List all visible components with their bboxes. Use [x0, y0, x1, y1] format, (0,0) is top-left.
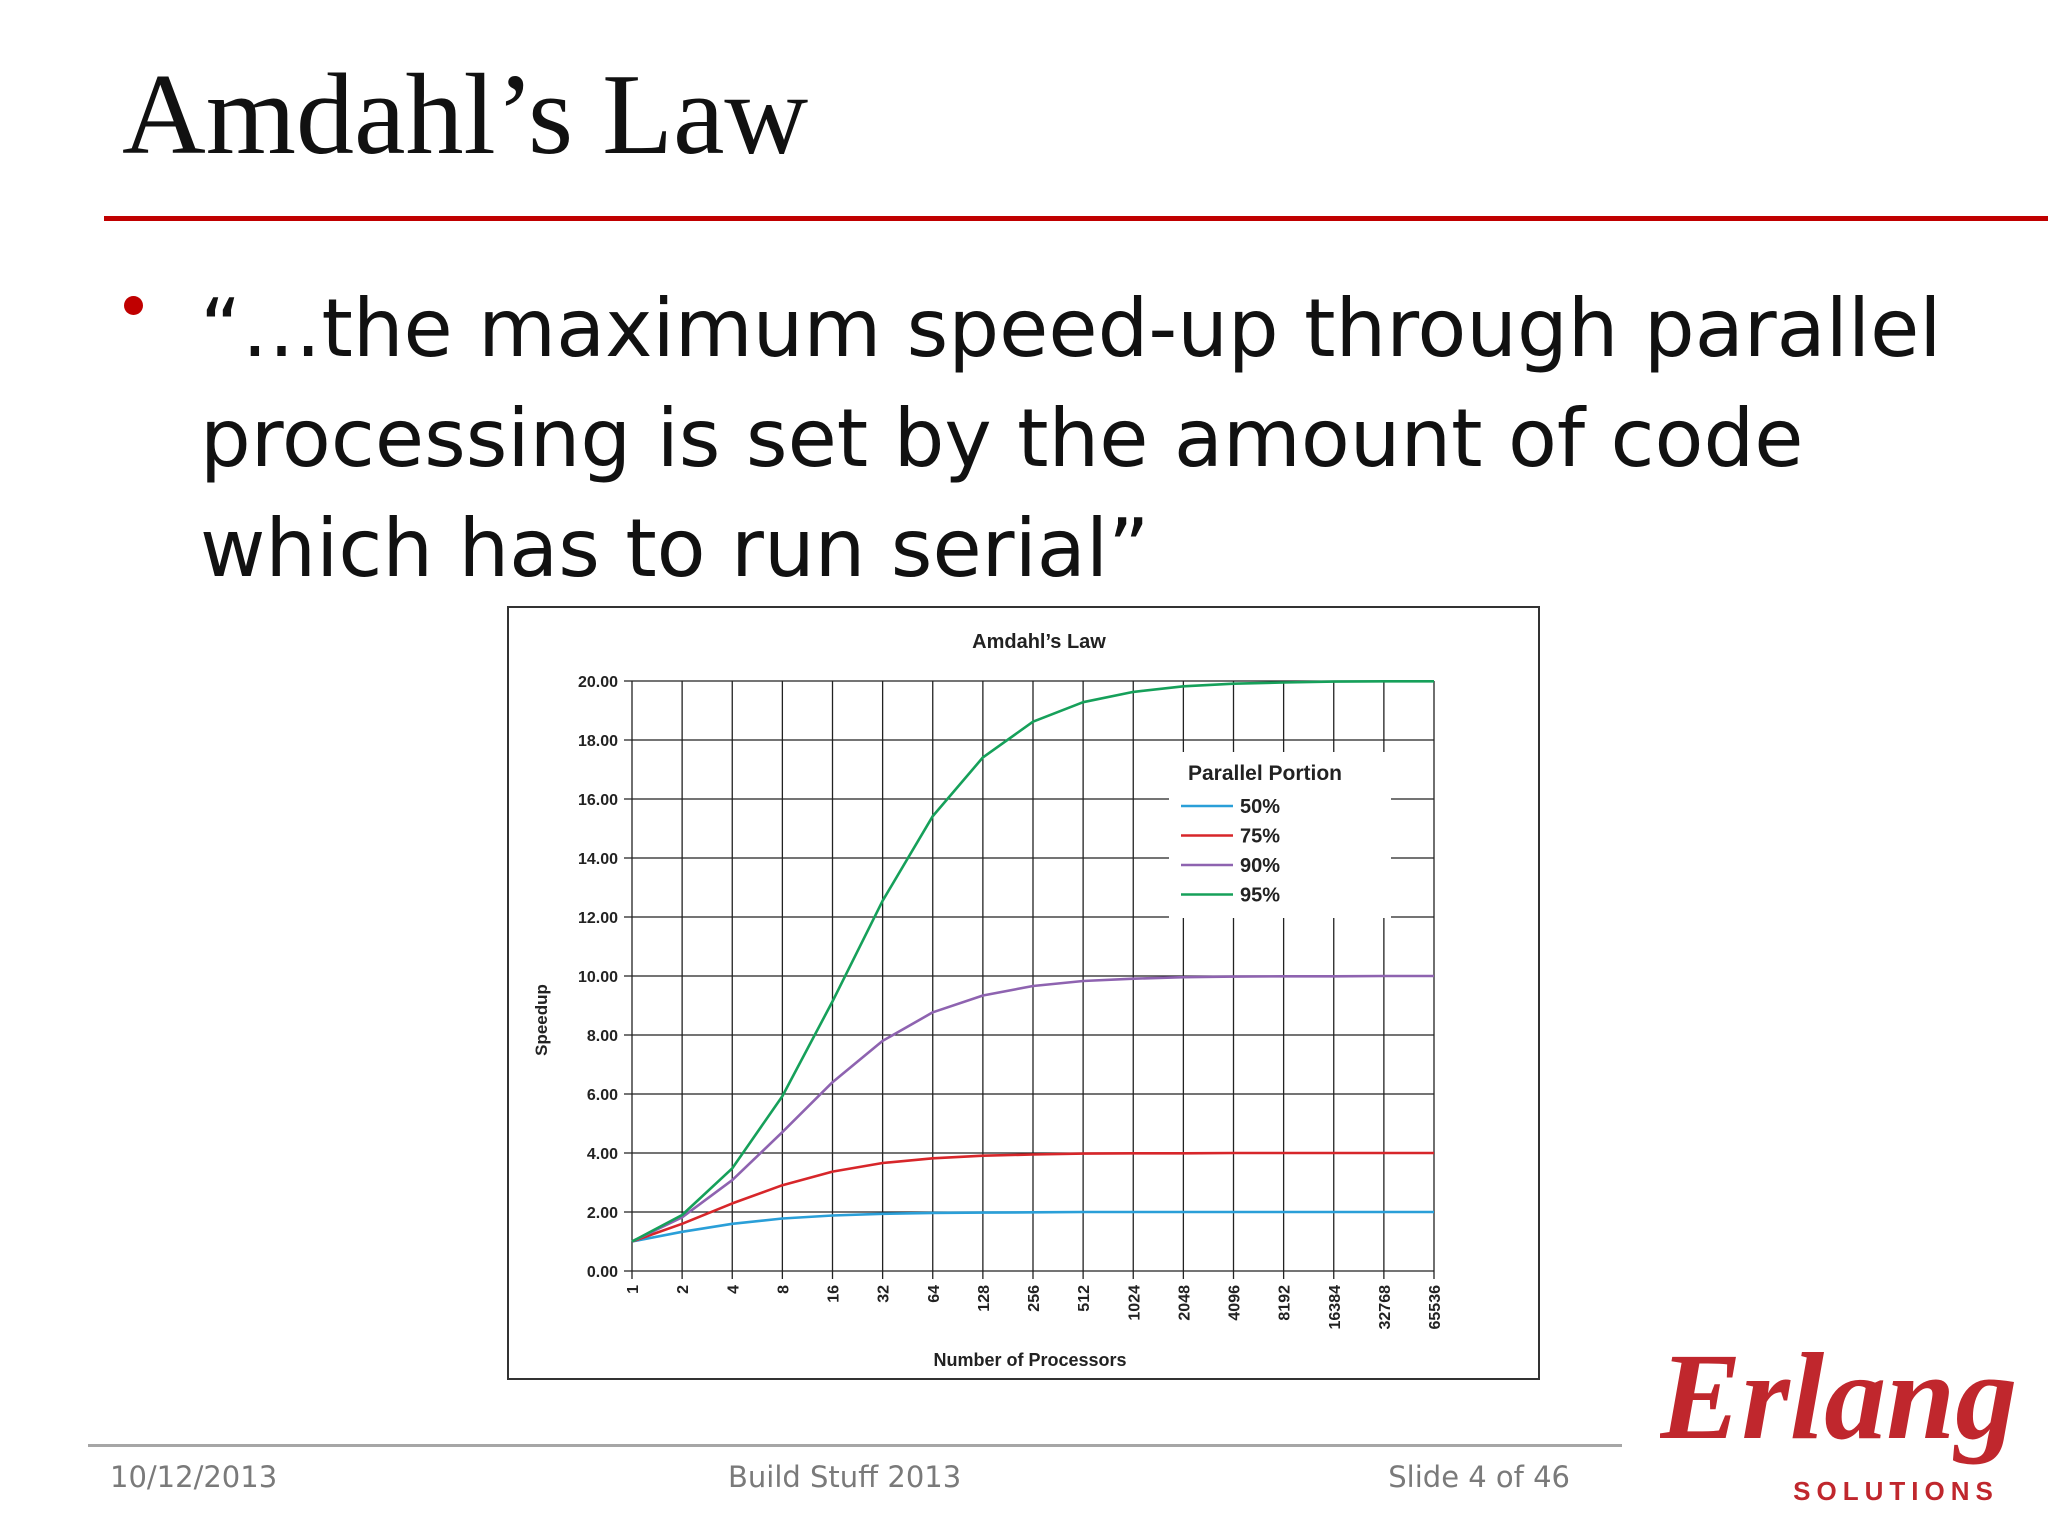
footer-slide-number: Slide 4 of 46	[1388, 1460, 1570, 1494]
x-tick-label: 32768	[1377, 1285, 1394, 1330]
x-tick-label: 8	[775, 1285, 792, 1294]
footer-date: 10/12/2013	[110, 1460, 278, 1494]
x-tick-label: 65536	[1427, 1285, 1444, 1330]
x-tick-label: 4	[725, 1285, 742, 1294]
y-tick-label: 10.00	[578, 969, 618, 986]
legend-entry-label: 75%	[1240, 826, 1280, 848]
title-divider	[104, 216, 2048, 221]
logo-subtitle: SOLUTIONS	[1793, 1476, 1999, 1506]
legend-entry-label: 90%	[1240, 855, 1280, 877]
slide-title: Amdahl’s Law	[122, 51, 809, 179]
x-tick-label: 4096	[1227, 1285, 1244, 1321]
x-tick-label: 16384	[1327, 1285, 1344, 1330]
legend-entry-label: 95%	[1240, 885, 1280, 907]
y-tick-label: 8.00	[587, 1028, 618, 1045]
chart-legend: Parallel Portion 50% 75% 90% 95%	[1169, 752, 1391, 918]
series-line-50pct	[631, 1210, 1434, 1243]
x-tick-label: 512	[1076, 1285, 1093, 1312]
x-axis-ticks: 1 2 4 8 16 32 64 128 256 512 1024 2048 4096 8192 16384…	[625, 1285, 1444, 1330]
x-tick-label: 64	[926, 1285, 943, 1303]
legend-entry-label: 50%	[1240, 796, 1280, 818]
x-axis-label: Number of Processors	[933, 1350, 1126, 1370]
y-axis-label: Speedup	[532, 984, 551, 1056]
bullet-quote: “…the maximum speed-up through parallel …	[200, 282, 1942, 595]
amdahl-chart: Amdahl’s Law 0.002.004.006.008.0010.0012…	[532, 631, 1444, 1370]
footer-event: Build Stuff 2013	[728, 1460, 962, 1494]
series-line-75pct	[631, 1151, 1434, 1243]
y-tick-label: 2.00	[587, 1205, 618, 1222]
y-tick-label: 18.00	[578, 733, 618, 750]
y-tick-label: 12.00	[578, 910, 618, 927]
chart-panel: Amdahl’s Law 0.00 2.00 4.00 6.00 8.00 10.00 12…	[507, 606, 1540, 1380]
x-tick-label: 1024	[1126, 1285, 1143, 1321]
bullet-marker	[124, 296, 143, 315]
chart-series	[631, 680, 1434, 1243]
x-tick-label: 1	[625, 1285, 642, 1294]
series-line-95pct	[631, 680, 1434, 1243]
y-tick-label: 6.00	[587, 1087, 618, 1104]
y-tick-label: 20.00	[578, 674, 618, 691]
y-tick-label: 14.00	[578, 851, 618, 868]
series-line-90pct	[631, 974, 1434, 1243]
x-tick-label: 16	[826, 1285, 843, 1303]
x-tick-label: 128	[976, 1285, 993, 1312]
logo-wordmark: Erlang	[1660, 1328, 2017, 1465]
footer-divider	[88, 1444, 1622, 1447]
y-tick-label: 4.00	[587, 1146, 618, 1163]
x-tick-label: 32	[876, 1285, 893, 1303]
x-tick-label: 256	[1026, 1285, 1043, 1312]
chart-title: Amdahl’s Law	[972, 631, 1106, 653]
x-tick-label: 8192	[1277, 1285, 1294, 1321]
y-tick-label: 0.00	[587, 1264, 618, 1281]
y-axis-ticks: 0.00 2.00 4.00 6.00 8.00 10.00 12.00 14.00 16.00…	[578, 674, 618, 1281]
x-tick-label: 2	[675, 1285, 692, 1294]
y-tick-label: 16.00	[578, 792, 618, 809]
erlang-solutions-logo: Erlang SOLUTIONS	[1660, 1328, 2017, 1506]
legend-title: Parallel Portion	[1188, 762, 1342, 785]
x-tick-label: 2048	[1176, 1285, 1193, 1321]
